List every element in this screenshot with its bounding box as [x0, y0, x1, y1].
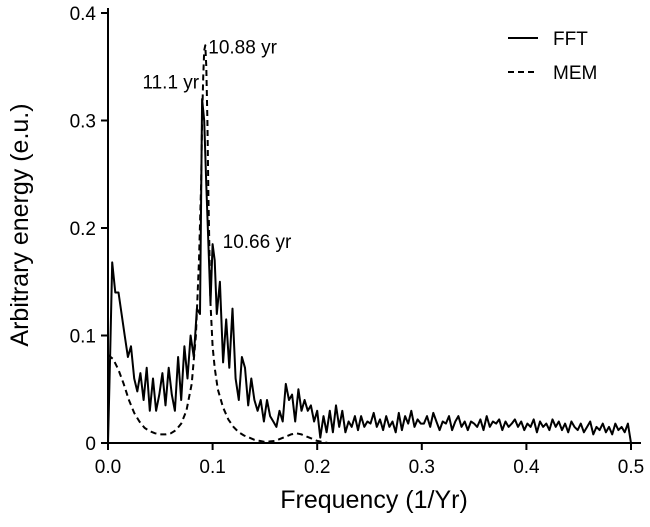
- annotations: 11.1 yr 10.88 yr 10.66 yr: [142, 37, 292, 253]
- x-axis-title: Frequency (1/Yr): [280, 486, 468, 514]
- x-tick-label: 0.2: [304, 457, 330, 478]
- y-tick-label: 0.4: [70, 4, 97, 25]
- x-tick-label: 0.3: [409, 457, 435, 478]
- x-tick-label: 0.1: [199, 457, 225, 478]
- peak-annotation: 10.88 yr: [208, 37, 277, 58]
- y-tick-label: 0: [85, 434, 96, 455]
- y-axis-title: Arbitrary energy (e.u.): [6, 103, 34, 346]
- series-layer: [107, 44, 632, 444]
- y-tick-label: 0.1: [70, 327, 96, 348]
- y-tick-label: 0.2: [70, 219, 96, 240]
- x-tick-label: 0.4: [513, 457, 540, 478]
- x-ticks: 0.0 0.1 0.2 0.3 0.4 0.5: [95, 443, 644, 478]
- series-line-mem: [107, 44, 401, 444]
- x-tick-label: 0.0: [95, 457, 121, 478]
- x-axis: 0.0 0.1 0.2 0.3 0.4 0.5 Frequency (1/Yr): [95, 442, 644, 514]
- series-line-fft: [107, 98, 632, 444]
- legend-label-fft: FFT: [553, 29, 588, 50]
- legend: FFT MEM: [508, 29, 597, 84]
- peak-annotation: 11.1 yr: [142, 72, 199, 93]
- legend-label-mem: MEM: [553, 63, 597, 84]
- y-ticks: 0 0.1 0.2 0.3 0.4: [70, 4, 108, 455]
- peak-annotation: 10.66 yr: [223, 232, 292, 253]
- y-tick-label: 0.3: [70, 112, 96, 133]
- x-tick-label: 0.5: [618, 457, 644, 478]
- y-axis: 0 0.1 0.2 0.3 0.4 Arbitrary energy (e.u.): [6, 4, 109, 455]
